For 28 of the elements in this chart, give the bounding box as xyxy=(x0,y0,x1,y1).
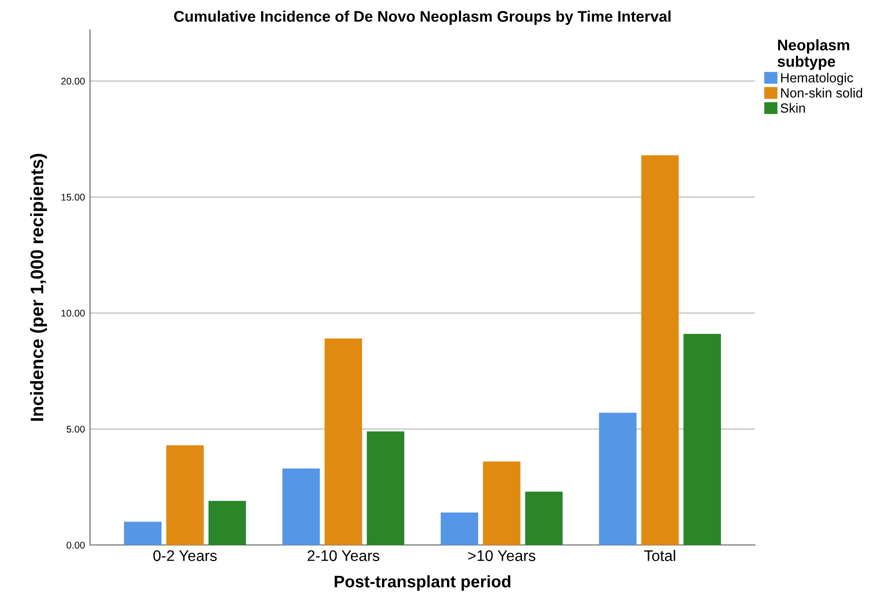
x-tick-label: >10 Years xyxy=(468,550,536,562)
legend-label: Hematologic xyxy=(781,72,854,86)
bar xyxy=(599,412,637,545)
y-tick-label: 20.00 xyxy=(61,78,85,85)
y-tick-label: 5.00 xyxy=(66,426,85,433)
bar xyxy=(324,338,362,545)
y-tick-label: 15.00 xyxy=(62,194,85,201)
bar xyxy=(208,500,246,545)
chart-title: Cumulative Incidence of De Novo Neoplasm Groups by Time Interval xyxy=(174,10,670,25)
bar xyxy=(124,522,162,545)
x-tick-label: 2-10 Years xyxy=(308,550,380,562)
y-axis-title: Incidence (per 1,000 recipients) xyxy=(30,154,47,421)
x-tick-label: Total xyxy=(644,550,676,562)
bar xyxy=(683,334,721,545)
legend-label: Skin xyxy=(780,103,805,113)
bar xyxy=(440,512,478,545)
bar xyxy=(282,468,320,545)
bar xyxy=(525,492,563,545)
y-tick-label: 10.00 xyxy=(62,310,85,317)
bar xyxy=(482,461,520,545)
x-axis-title: Post-transplant period xyxy=(334,575,510,591)
x-tick-label: 0-2 Years xyxy=(153,550,217,562)
legend-label: Non-skin solid xyxy=(781,88,862,98)
y-tick-label: 0.00 xyxy=(66,542,85,549)
bar xyxy=(166,445,204,545)
bar xyxy=(366,431,404,545)
legend-title: Neoplasm subtype xyxy=(778,39,850,70)
bar xyxy=(641,155,679,545)
